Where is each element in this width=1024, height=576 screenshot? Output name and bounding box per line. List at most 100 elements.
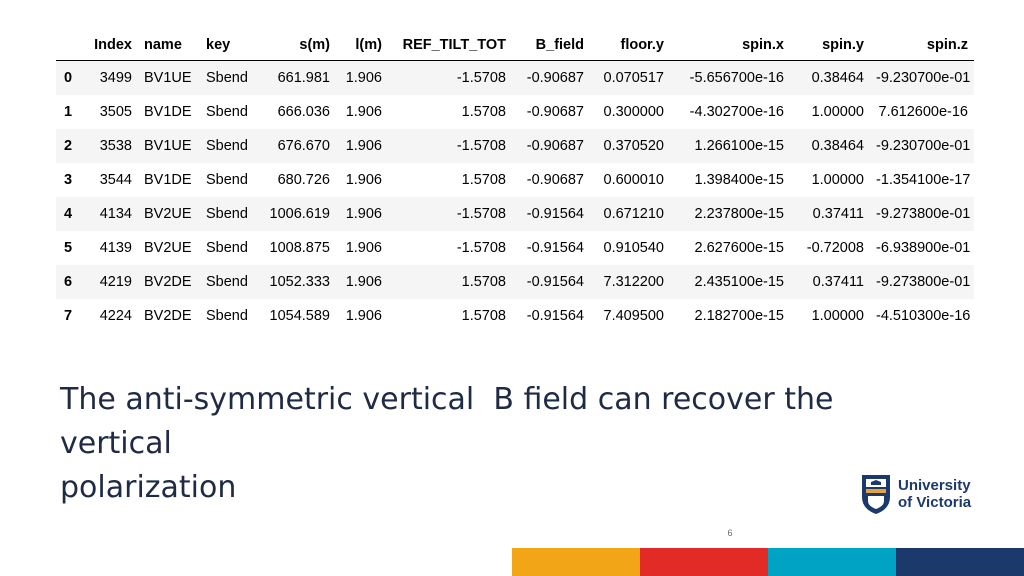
table-cell: Sbend [206, 240, 248, 256]
table-cell: -1.354100e-17 [876, 172, 971, 188]
row-index-cell: 1 [64, 104, 73, 120]
table-cell: 676.670 [260, 129, 336, 163]
table-row: 1 3505 BV1DE Sbend 666.036 1.906 1.5708 -0.9068… [56, 95, 974, 129]
table-cell: 3538 [82, 129, 138, 163]
column-header: spin.x [670, 30, 790, 61]
shield-crest-icon [860, 473, 892, 515]
row-index-cell: 5 [64, 240, 73, 256]
table-row: 6 4219 BV2DE Sbend 1052.333 1.906 1.5708 -0.915… [56, 265, 974, 299]
table-cell: -0.91564 [526, 240, 584, 256]
table-cell: 0.38464 [790, 60, 870, 95]
table-cell: Sbend [206, 172, 248, 188]
table-cell: 1.906 [345, 308, 382, 324]
table-cell: 7.612600e-16 [878, 104, 969, 120]
table-cell: -0.91564 [512, 265, 590, 299]
table-cell: BV2UE [144, 240, 192, 256]
table-cell: -0.91564 [512, 197, 590, 231]
table-row: 5 4139 BV2UE Sbend 1008.875 1.906 -1.5708 -0.91… [56, 231, 974, 265]
table-cell: 2.237800e-15 [670, 197, 790, 231]
row-index-cell: 2 [56, 129, 82, 163]
table-cell: 1052.333 [260, 265, 336, 299]
table-cell: BV1UE [138, 129, 200, 163]
table-cell: -0.90687 [512, 60, 590, 95]
row-index-cell: 7 [64, 308, 73, 324]
color-bar-segment [640, 548, 768, 576]
table-cell: 0.600010 [603, 172, 664, 188]
table-cell: -0.91564 [526, 308, 584, 324]
table-cell: 1.906 [336, 265, 388, 299]
table-cell: -9.230700e-01 [870, 60, 974, 95]
table-row: 3 3544 BV1DE Sbend 680.726 1.906 1.5708 -0.9068… [56, 163, 974, 197]
row-index-cell: 4 [56, 197, 82, 231]
table-header-row: Index name key s(m) l(m) REF_TILT_TOT B_field f… [56, 30, 974, 61]
table-cell: -1.5708 [456, 240, 506, 256]
table-cell: BV2UE [138, 197, 200, 231]
table-cell: 0.671210 [590, 197, 670, 231]
table-cell: Sbend [200, 197, 260, 231]
table-cell: 0.37411 [790, 265, 870, 299]
table-cell: 1.5708 [461, 172, 506, 188]
table-cell: BV1UE [138, 60, 200, 95]
slide-body-text: The anti-symmetric vertical B field can … [60, 382, 834, 505]
table-cell: 2.435100e-15 [670, 265, 790, 299]
page-number: 6 [727, 528, 733, 538]
table-cell: -1.5708 [388, 197, 512, 231]
table-cell: BV1DE [144, 172, 192, 188]
row-index-cell: 6 [56, 265, 82, 299]
table-row: 0 3499 BV1UE Sbend 661.981 1.906 -1.5708 -0.906… [56, 60, 974, 95]
table-cell: 1.5708 [461, 104, 506, 120]
table-cell: Sbend [200, 60, 260, 95]
table-cell: 4139 [99, 240, 132, 256]
table-cell: 2.627600e-15 [694, 240, 785, 256]
table-cell: 1054.589 [269, 308, 330, 324]
column-header: spin.z [870, 30, 974, 61]
column-header: name [138, 30, 200, 61]
logo-line-2: of Victoria [898, 494, 972, 511]
table-cell: -9.273800e-01 [870, 197, 974, 231]
table-cell: -0.72008 [806, 240, 864, 256]
table-cell: 0.370520 [590, 129, 670, 163]
table-cell: -9.273800e-01 [870, 265, 974, 299]
table-cell: -6.938900e-01 [876, 240, 971, 256]
table-cell: 1.00000 [811, 104, 864, 120]
table-cell: -4.302700e-16 [689, 104, 784, 120]
table-cell: 1.906 [336, 60, 388, 95]
table-cell: 7.312200 [590, 265, 670, 299]
table-cell: Sbend [206, 308, 248, 324]
table-cell: 1.906 [345, 172, 382, 188]
table-cell: 4224 [99, 308, 132, 324]
table-cell: 1.906 [336, 129, 388, 163]
table-cell: -0.90687 [526, 172, 584, 188]
table-cell: 1.906 [345, 240, 382, 256]
table-cell: 4134 [82, 197, 138, 231]
table-cell: 661.981 [260, 60, 336, 95]
table-cell: -4.510300e-16 [876, 308, 971, 324]
table-cell: 0.300000 [603, 104, 664, 120]
column-header: key [200, 30, 260, 61]
table-cell: 0.070517 [590, 60, 670, 95]
column-header: Index [82, 30, 138, 61]
table-cell: 3499 [82, 60, 138, 95]
table-cell: -0.90687 [526, 104, 584, 120]
row-index-cell: 3 [64, 172, 73, 188]
table-cell: 0.910540 [603, 240, 664, 256]
table-cell: -5.656700e-16 [670, 60, 790, 95]
logo-line-1: University [898, 477, 971, 494]
table-cell: 3505 [99, 104, 132, 120]
row-index-cell: 0 [56, 60, 82, 95]
table-cell: 4219 [82, 265, 138, 299]
table-cell: BV2DE [144, 308, 192, 324]
table-cell: -9.230700e-01 [870, 129, 974, 163]
university-logo: University of Victoria [860, 472, 971, 516]
table-cell: -1.5708 [388, 60, 512, 95]
table-cell: -1.5708 [388, 129, 512, 163]
table-cell: 1.5708 [461, 308, 506, 324]
table-cell: 680.726 [277, 172, 330, 188]
table-cell: 1.00000 [811, 172, 864, 188]
column-header: REF_TILT_TOT [388, 30, 512, 61]
table-cell: 0.37411 [790, 197, 870, 231]
table-cell: 3544 [99, 172, 132, 188]
table-row: 4 4134 BV2UE Sbend 1006.619 1.906 -1.5708 -0.91… [56, 197, 974, 231]
table-cell: 0.38464 [790, 129, 870, 163]
table-cell: Sbend [200, 265, 260, 299]
